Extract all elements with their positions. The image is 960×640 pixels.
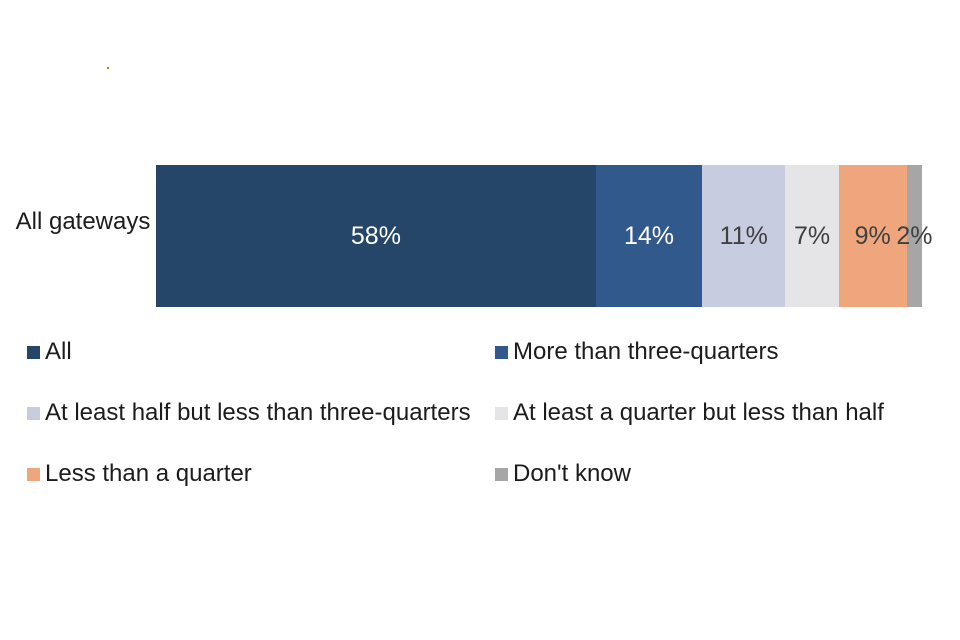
legend-swatch-icon xyxy=(495,406,508,420)
legend-item-all: All xyxy=(27,338,495,366)
stray-dot-artifact xyxy=(107,67,109,69)
legend-label: Less than a quarter xyxy=(45,460,252,487)
legend-item-less-than-a-quarter: Less than a quarter xyxy=(27,460,495,488)
data-label-more-than-three-quarters: 14% xyxy=(623,221,674,250)
category-axis-label: All gateways xyxy=(15,208,151,235)
legend: All More than three-quarters At least half… xyxy=(27,338,937,488)
legend-swatch-icon xyxy=(495,467,508,481)
data-label-all: 58% xyxy=(350,221,401,250)
legend-swatch-icon xyxy=(27,406,40,420)
legend-label: Don't know xyxy=(513,460,631,487)
bar-segment-don-t-know: 2% xyxy=(896,165,932,307)
stacked-bar: 58% 14% 11% 7% 9% 2% xyxy=(156,165,932,307)
legend-item-at-least-half-but-less-than-three-quarters: At least half but less than three-quarte… xyxy=(27,399,495,427)
legend-label: At least a quarter but less than half xyxy=(513,399,884,426)
legend-label: At least half but less than three-quarte… xyxy=(45,399,471,426)
bar-segment-at-least-half-but-less-than-three-quarters: 11% xyxy=(702,165,786,307)
legend-item-at-least-a-quarter-but-less-than-half: At least a quarter but less than half xyxy=(495,399,937,427)
bar-segment-at-least-a-quarter-but-less-than-half: 7% xyxy=(785,165,839,307)
data-label-at-least-a-quarter-but-less-than-half: 7% xyxy=(793,221,831,250)
legend-swatch-icon xyxy=(27,345,40,359)
bar-segment-more-than-three-quarters: 14% xyxy=(595,165,703,307)
legend-label: All xyxy=(45,338,72,365)
data-label-at-least-half-but-less-than-three-quarters: 11% xyxy=(719,221,768,250)
bar-segment-all: 58% xyxy=(156,165,596,307)
data-label-less-than-a-quarter: 9% xyxy=(854,221,891,250)
legend-item-more-than-three-quarters: More than three-quarters xyxy=(495,338,937,366)
legend-swatch-icon xyxy=(495,345,508,359)
legend-label: More than three-quarters xyxy=(513,338,779,365)
legend-item-don-t-know: Don't know xyxy=(495,460,937,488)
data-label-don-t-know: 2% xyxy=(896,221,933,250)
bar-segment-less-than-a-quarter: 9% xyxy=(838,165,907,307)
legend-swatch-icon xyxy=(27,467,40,481)
